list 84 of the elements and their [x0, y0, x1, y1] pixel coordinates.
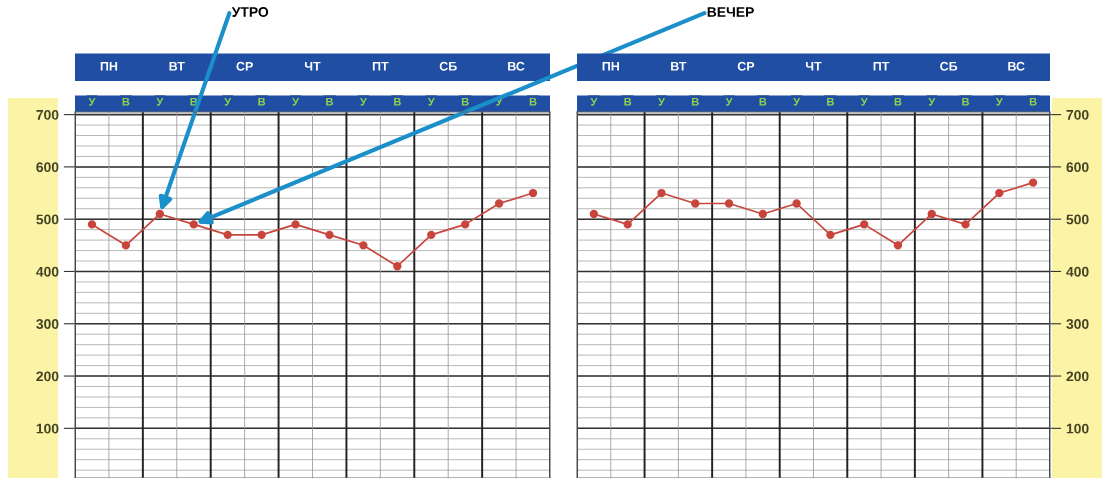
point [724, 199, 734, 208]
y-tick-label: 600 [36, 162, 59, 173]
y-tick-label: 700 [36, 109, 59, 120]
point [691, 199, 700, 208]
text: СБ [439, 61, 457, 71]
text: ЧТ [805, 61, 822, 71]
point [860, 220, 869, 229]
x-tick-label: В [1029, 97, 1037, 106]
x-tick-label: В [122, 97, 130, 106]
point [589, 209, 599, 219]
y-tick-label: 700 [1066, 109, 1089, 120]
y-tick-label: 400 [36, 266, 59, 277]
x-tick-label: У [88, 97, 96, 106]
x-tick-label: У [793, 97, 801, 106]
x-tick-label: В [529, 97, 537, 106]
text: ПН [100, 61, 118, 71]
point [623, 220, 632, 229]
x-tick-label: В [258, 97, 266, 106]
x-tick-label: В [624, 97, 632, 106]
point [121, 241, 131, 250]
x-tick-label: У [590, 97, 598, 106]
y-tick-label: 600 [1066, 162, 1089, 173]
x-tick-label: У [359, 97, 367, 106]
y-tick-label: 300 [1066, 319, 1089, 329]
point [359, 241, 368, 250]
x-tick-label: В [827, 97, 834, 106]
x-tick-label: У [928, 97, 936, 106]
text: ВТ [671, 61, 687, 71]
point [87, 220, 97, 229]
y-tick-label: 300 [36, 319, 59, 329]
y-tick-label: 500 [1066, 214, 1089, 225]
point [893, 241, 903, 250]
point [291, 220, 300, 229]
text: ВС [1008, 61, 1025, 71]
point [995, 188, 1004, 198]
point [826, 230, 835, 240]
x-tick-label: В [326, 97, 333, 106]
y-tick-label: 100 [1066, 423, 1089, 434]
text: ЧТ [304, 61, 321, 71]
point [461, 220, 470, 229]
x-tick-label: У [995, 97, 1003, 106]
point [393, 262, 402, 271]
point [792, 199, 801, 208]
x-tick-label: В [894, 97, 902, 106]
x-tick-label: У [292, 97, 300, 106]
x-tick-label: В [394, 97, 401, 106]
x-tick-label: У [860, 97, 868, 106]
x-tick-label: У [658, 97, 666, 106]
point [961, 220, 970, 229]
x-tick-label: У [427, 97, 435, 106]
y-tick-label: 200 [1066, 371, 1089, 382]
y-tick-label: 100 [36, 423, 59, 434]
y-tick-label: 500 [36, 214, 59, 225]
point [427, 230, 436, 240]
point [758, 209, 767, 219]
x-tick-label: В [962, 97, 970, 106]
text: СБ [940, 61, 958, 71]
text: УТРО [231, 7, 269, 17]
point [1028, 178, 1038, 187]
y-tick-label: 400 [1066, 266, 1089, 277]
text: ВС [508, 61, 525, 71]
text: ПТ [873, 61, 890, 71]
point [257, 230, 266, 240]
point [189, 220, 198, 229]
point [927, 209, 936, 219]
point [155, 209, 164, 219]
text: ПТ [372, 61, 389, 71]
text: СР [236, 61, 253, 71]
point [528, 188, 538, 198]
y-tick-label: 200 [36, 371, 59, 382]
point [223, 230, 232, 240]
x-tick-label: У [224, 97, 232, 106]
text: ПН [602, 61, 619, 71]
text: ВТ [169, 61, 185, 71]
x-tick-label: В [691, 97, 699, 106]
x-tick-label: В [461, 97, 469, 106]
text: ВЕЧЕР [707, 7, 754, 17]
point [657, 188, 666, 198]
x-tick-label: У [156, 97, 164, 106]
point [494, 199, 504, 208]
x-tick-label: В [759, 97, 767, 106]
text: СР [737, 61, 755, 71]
x-tick-label: У [725, 97, 733, 106]
point [325, 230, 334, 240]
